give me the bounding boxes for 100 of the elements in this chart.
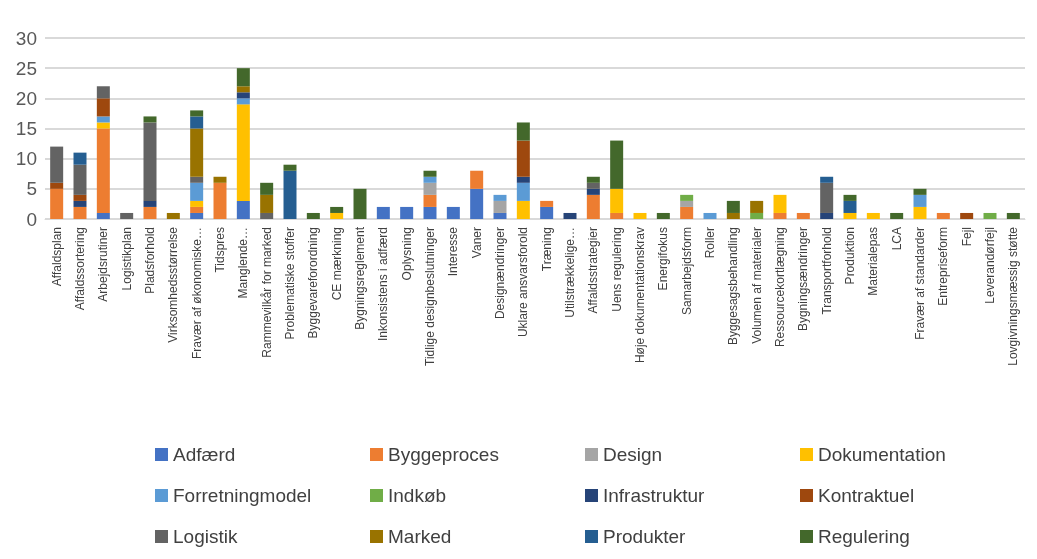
x-tick-label: Rammevilkår for marked [259,227,274,358]
y-tick-label: 5 [26,178,37,200]
bar [446,206,460,219]
x-tick-label: Lovgivningsmæssig støtte [1006,226,1021,366]
bar [820,182,834,213]
bar [680,194,694,201]
x-tick-label: Tidlige designbeslutninger [423,227,437,366]
bar [143,116,157,123]
x-tick-label: Oplysning [399,227,414,281]
bar [213,182,227,219]
x-tick-label: Træning [539,227,554,272]
bar [936,212,950,219]
x-tick-label: Bygningsændringer [796,227,811,332]
bar [586,188,600,195]
bar [190,212,204,219]
x-tick-label: Designændringer [493,227,507,320]
x-tick-label: Affaldsstrategier [586,227,601,314]
x-tick-label: Høje dokumentationskrav [633,227,647,364]
bar [726,200,740,213]
bar [470,188,484,219]
bar [680,206,694,219]
bar [843,194,857,201]
bar [190,182,204,201]
bar [516,122,530,141]
legend-label: Logistik [173,526,238,547]
legend-label: Regulering [818,526,910,547]
bar [423,176,437,183]
bar [516,140,530,177]
bar [260,194,274,213]
bar [423,206,437,219]
x-tick-label: Materialepas [866,227,881,296]
bar [913,206,927,219]
bar [516,176,530,183]
bar [423,182,437,195]
x-tick-label: Produktion [843,227,857,285]
bar [306,212,320,219]
x-tick-label: Fejl [959,227,974,247]
x-tick-label: Interesse [446,226,461,277]
bar [610,212,624,219]
bar [50,146,64,183]
x-tick-label: Utilstrækkelige… [563,227,577,318]
bar [96,122,110,129]
legend-label: Dokumentation [818,444,946,465]
y-tick-label: 0 [26,208,37,230]
x-tick-label: Volumen af materialer [749,227,764,344]
bar [423,170,437,177]
bar [143,206,157,219]
x-tick-label: CE mærkning [329,227,344,301]
bar [843,212,857,219]
y-tick-label: 25 [15,57,37,79]
bar [983,212,997,219]
bar [330,206,344,213]
x-tick-label: Transportforhold [819,227,834,315]
bar [236,104,250,201]
bar [353,188,367,219]
bar [330,212,344,219]
bar [96,212,110,219]
x-tick-label: Uklare ansvarsforold [516,227,531,338]
bar [470,170,484,189]
legend-label: Adfærd [173,444,236,465]
x-tick-label: Affaldsplan [49,227,64,287]
y-tick-label: 20 [15,87,37,109]
legend-label: Kontraktuel [818,485,915,506]
bar [283,164,297,171]
bar [236,92,250,99]
bar [610,188,624,213]
bar [190,128,204,177]
bar [586,176,600,183]
x-tick-label: Logistikplan [119,227,134,291]
x-tick-label: Fravær af standarder [913,227,927,340]
bar [73,206,87,219]
bar [633,212,647,219]
bar [236,86,250,93]
bar [236,68,250,87]
bar [843,200,857,213]
legend-label: Indkøb [388,485,447,506]
x-tick-label: Pladsforhold [143,227,157,294]
bar [50,188,64,219]
x-tick-label: Inkonsistens i adfærd [376,227,391,342]
bar [236,200,250,219]
x-tick-label: Virksomhedsstørrelse [166,226,181,343]
bar [376,206,390,219]
bar [260,182,274,195]
bar [516,182,530,201]
bar [143,122,157,201]
bar [96,116,110,123]
bar [656,212,670,219]
bar [96,86,110,99]
x-tick-label: Roller [703,227,717,259]
y-tick-label: 10 [15,148,37,170]
x-tick-label: Vaner [469,227,484,259]
bar [750,212,764,219]
bar [73,152,87,165]
x-tick-label: Byggesagsbehandling [726,227,741,346]
legend-label: Infrastruktur [603,485,706,506]
bar [190,110,204,117]
x-tick-label: Energifokus [656,227,671,291]
x-tick-label: Fravær af økonomiske… [189,227,204,360]
x-tick-label: Samarbejdsform [679,227,694,316]
bar [563,212,577,219]
